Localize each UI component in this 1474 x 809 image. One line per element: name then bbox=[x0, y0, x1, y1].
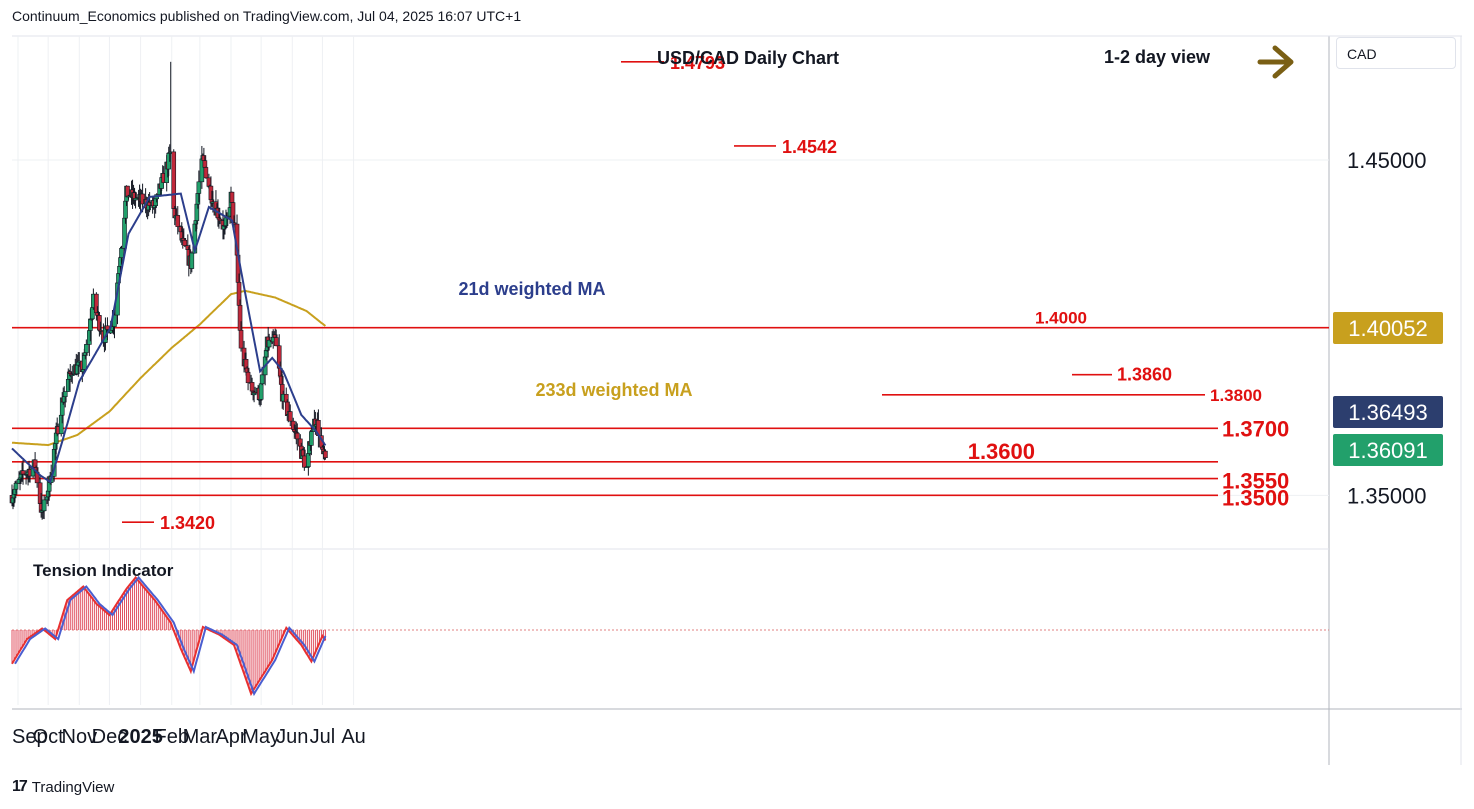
candle-body bbox=[309, 431, 314, 446]
candle-body bbox=[229, 191, 235, 203]
ma233-label: 233d weighted MA bbox=[535, 380, 692, 400]
annotation-label-1.3420: 1.3420 bbox=[160, 513, 215, 533]
price-tag-label: 1.40052 bbox=[1348, 316, 1428, 341]
price-tag-box bbox=[1333, 434, 1443, 466]
tradingview-brand: TradingView bbox=[31, 778, 115, 796]
view-label: 1-2 day view bbox=[1104, 47, 1211, 67]
x-tick-label: Au bbox=[341, 726, 365, 748]
level-label-1.3800: 1.3800 bbox=[1210, 386, 1262, 405]
indicator-fast-line bbox=[11, 575, 327, 697]
candle-body bbox=[323, 450, 328, 459]
ma233-line bbox=[11, 289, 327, 447]
currency-label[interactable]: CAD bbox=[1336, 37, 1456, 69]
x-tick-label: Mar bbox=[183, 726, 218, 748]
candle-body bbox=[171, 151, 177, 209]
candle-body bbox=[182, 239, 188, 246]
candle-body bbox=[175, 215, 181, 227]
candle-body bbox=[266, 339, 272, 348]
indicator-title: Tension Indicator bbox=[33, 561, 174, 580]
ma233-layer: 233d weighted MA bbox=[11, 289, 693, 447]
indicator-slow-line bbox=[14, 575, 327, 697]
candle-body bbox=[259, 374, 265, 385]
ma21-label: 21d weighted MA bbox=[458, 279, 605, 299]
candle-body bbox=[258, 383, 264, 400]
annotation-label-1.3860: 1.3860 bbox=[1117, 365, 1172, 385]
price-tag-box bbox=[1333, 312, 1443, 344]
candle-body bbox=[41, 499, 47, 512]
candle-body bbox=[69, 374, 75, 376]
y-tick-label: 1.45000 bbox=[1347, 148, 1427, 173]
level-label-1.3500: 1.3500 bbox=[1222, 485, 1289, 510]
candle-body bbox=[62, 391, 68, 397]
price-tag-box bbox=[1333, 396, 1443, 428]
price-tag-label: 1.36091 bbox=[1348, 438, 1428, 463]
ma21-line bbox=[11, 192, 327, 484]
candle-body bbox=[140, 193, 145, 205]
right-arrow-icon bbox=[1257, 45, 1294, 79]
candle-body bbox=[273, 337, 279, 347]
x-tick-label: Oct bbox=[33, 726, 65, 748]
candle-body bbox=[84, 344, 89, 353]
tradingview-logo-icon: 17 bbox=[12, 778, 28, 795]
price-annotations: 1.4793 1.4542 1.3860 1.3420 bbox=[122, 53, 1172, 533]
publisher-info: Continuum_Economics published on Trading… bbox=[12, 8, 522, 24]
candle-body bbox=[245, 371, 251, 384]
candle-body bbox=[133, 198, 138, 201]
candle-body bbox=[189, 252, 195, 269]
x-tick-label: Jun bbox=[276, 726, 308, 748]
x-tick-label: Apr bbox=[215, 726, 246, 748]
y-tick-label: 1.35000 bbox=[1347, 483, 1427, 508]
candle-body bbox=[88, 318, 93, 331]
candle-body bbox=[295, 432, 300, 440]
candle-body bbox=[202, 160, 208, 168]
candle-body bbox=[249, 382, 255, 392]
candle-body bbox=[119, 247, 124, 258]
candle-body bbox=[238, 329, 244, 349]
candle-body bbox=[13, 482, 19, 490]
price-tag-label: 1.36493 bbox=[1348, 400, 1428, 425]
x-tick-label: Dec bbox=[92, 726, 128, 748]
candle-body bbox=[217, 218, 223, 221]
x-tick-label: Jul bbox=[310, 726, 336, 748]
candle-body bbox=[302, 455, 307, 468]
x-tick-label: Feb bbox=[154, 726, 188, 748]
tradingview-logo[interactable]: 17 TradingView bbox=[12, 778, 114, 796]
level-label-1.3550: 1.3550 bbox=[1222, 469, 1289, 494]
x-tick-label: Nov bbox=[62, 726, 98, 748]
x-tick-label: Sep bbox=[12, 726, 48, 748]
candle-body bbox=[20, 470, 26, 475]
candle-body bbox=[98, 329, 103, 332]
x-tick-label: May bbox=[242, 726, 280, 748]
annotation-label-1.4542: 1.4542 bbox=[782, 137, 837, 157]
candle-body bbox=[196, 181, 202, 194]
candle-body bbox=[287, 411, 293, 422]
tension-indicator-pane: Tension Indicator bbox=[11, 561, 1329, 697]
level-label-1.4000: 1.4000 bbox=[1035, 309, 1087, 328]
level-label-1.3600: 1.3600 bbox=[968, 439, 1035, 464]
candles bbox=[9, 61, 328, 520]
ma21-layer: 21d weighted MA bbox=[11, 192, 606, 484]
level-label-1.3700: 1.3700 bbox=[1222, 416, 1289, 441]
x-tick-label: 2025 bbox=[118, 726, 163, 748]
candle-body bbox=[203, 167, 209, 179]
chart-title: USD/CAD Daily Chart bbox=[657, 48, 839, 68]
annotation-label-1.4793: 1.4793 bbox=[670, 53, 725, 73]
